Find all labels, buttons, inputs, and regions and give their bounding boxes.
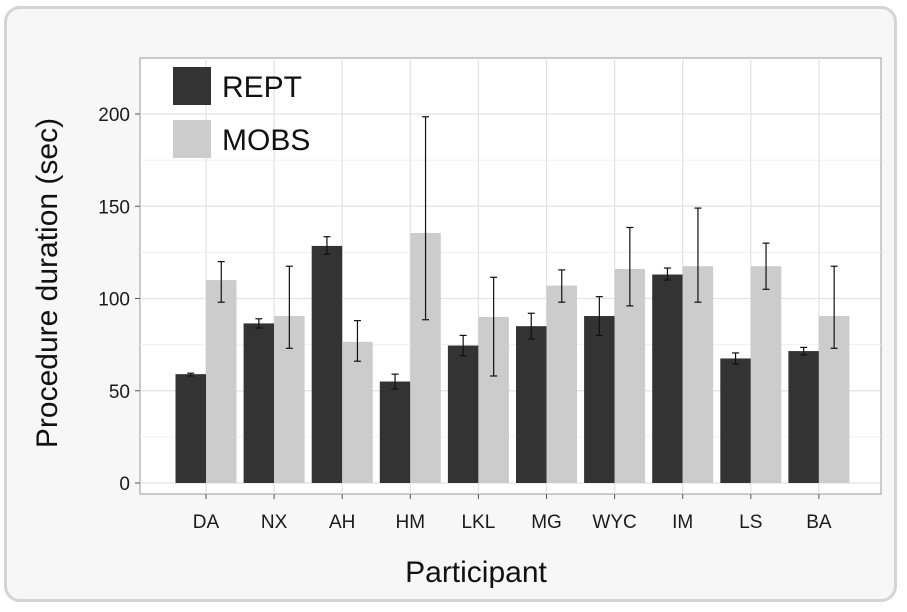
error-bar-rept-nx (255, 318, 263, 329)
x-tick-label: WYC (592, 512, 636, 533)
bar-mobs-ls (750, 266, 782, 483)
y-tick-label: 200 (98, 105, 130, 126)
error-bar-mobs-hm (422, 116, 430, 321)
bar-rept-ls (720, 358, 751, 483)
x-tick-label: LS (739, 512, 762, 533)
bar-rept-mg (516, 326, 547, 483)
x-tick-label: DA (193, 512, 220, 533)
x-axis-ticks: DA NX AH HM LKL MG WYC IM LS BA (193, 494, 832, 533)
bar-rept-ba (788, 351, 819, 483)
y-tick-label: 100 (98, 290, 130, 311)
x-axis-label: Participant (405, 556, 547, 589)
bar-mobs-mg (546, 285, 577, 483)
error-bar-rept-wyc (595, 296, 603, 336)
error-bar-mobs-ba (830, 265, 838, 349)
error-bar-mobs-da (217, 261, 225, 303)
legend: REPT MOBS (173, 67, 310, 158)
y-tick-label: 0 (119, 474, 130, 495)
error-bar-rept-da (187, 372, 195, 377)
y-axis-ticks: 0 50 100 150 200 (98, 105, 140, 495)
error-bar-mobs-ls (762, 242, 770, 290)
bar-rept-hm (379, 381, 411, 483)
x-tick-label: IM (672, 512, 693, 533)
legend-label-mobs: MOBS (222, 124, 310, 157)
legend-label-rept: REPT (222, 71, 302, 104)
error-bar-rept-mg (527, 312, 535, 340)
bar-rept-nx (243, 323, 275, 483)
error-bar-rept-ah (323, 236, 331, 255)
bar-rept-wyc (584, 316, 615, 483)
y-tick-label: 50 (109, 382, 130, 403)
error-bar-mobs-im (694, 207, 702, 303)
bar-rept-da (175, 374, 206, 483)
x-tick-label: NX (261, 512, 288, 533)
error-bar-mobs-ah (353, 320, 361, 362)
bar-mobs-da (206, 280, 237, 483)
x-tick-label: MG (531, 512, 562, 533)
bar-rept-lkl (447, 345, 479, 483)
bar-rept-im (652, 274, 683, 483)
x-tick-label: LKL (461, 512, 495, 533)
bar-mobs-ah (342, 341, 373, 483)
bar-rept-ah (311, 245, 343, 483)
error-bar-rept-ls (732, 352, 740, 365)
error-bar-rept-ba (800, 346, 808, 356)
x-tick-label: AH (329, 512, 355, 533)
x-tick-label: HM (396, 512, 426, 533)
legend-swatch-mobs (173, 120, 211, 158)
error-bar-rept-im (663, 267, 671, 281)
x-tick-label: BA (806, 512, 832, 533)
error-bar-rept-hm (391, 373, 399, 390)
error-bars-group (187, 116, 838, 390)
error-bar-mobs-wyc (626, 226, 634, 307)
error-bar-mobs-nx (285, 265, 293, 349)
error-bar-mobs-mg (558, 269, 566, 303)
y-axis-label: Procedure duration (sec) (31, 118, 64, 448)
error-bar-rept-lkl (459, 334, 467, 357)
bars-group (175, 233, 850, 483)
y-tick-label: 150 (98, 197, 130, 218)
error-bar-mobs-lkl (490, 276, 498, 377)
legend-swatch-rept (173, 67, 211, 105)
